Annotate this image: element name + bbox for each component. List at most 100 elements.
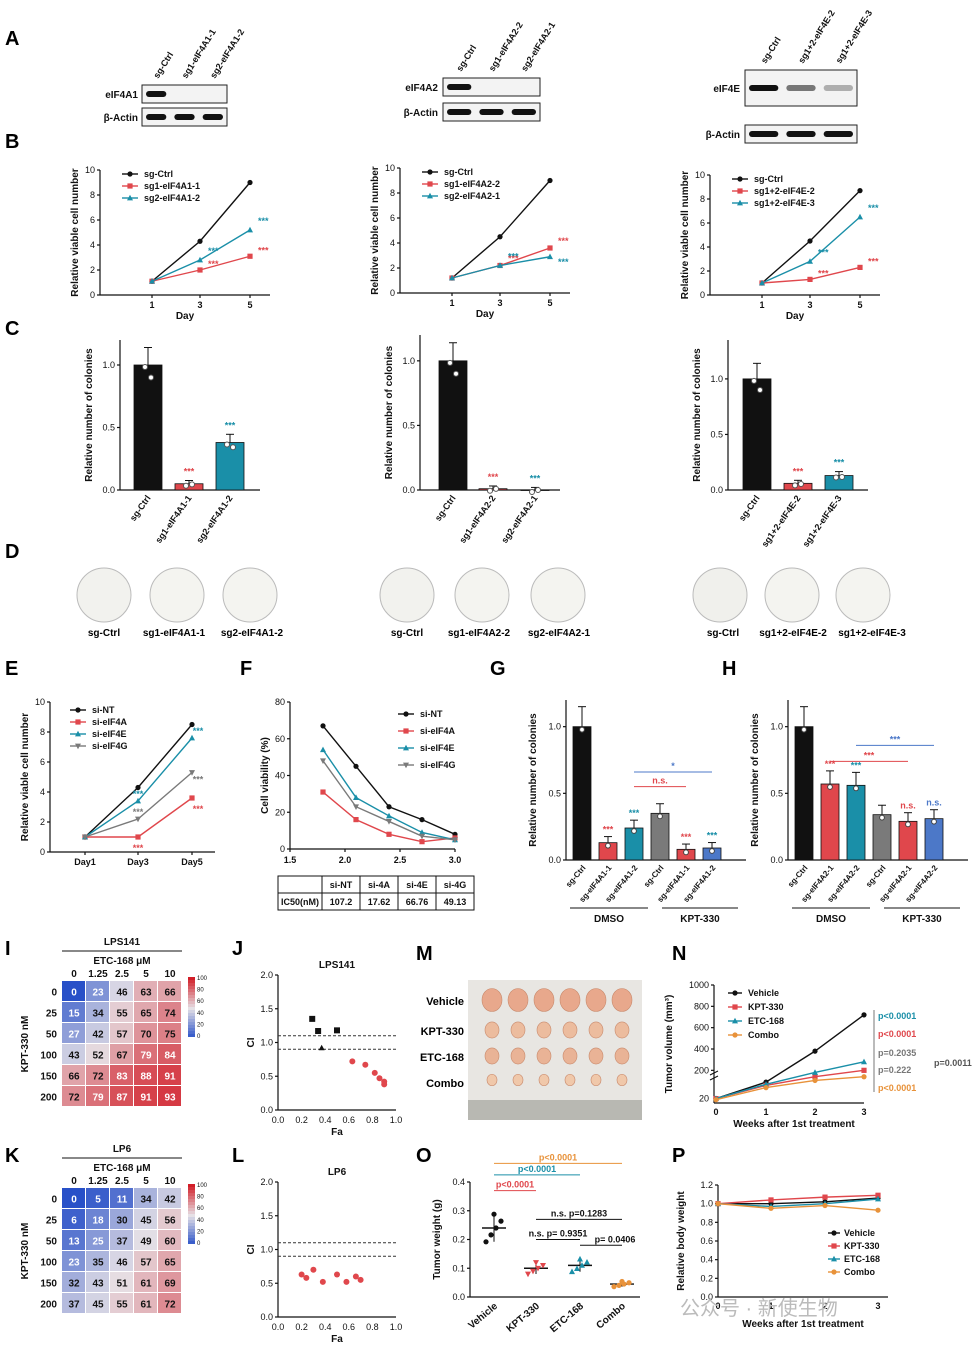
data-point (371, 1069, 378, 1076)
data-point (768, 1205, 774, 1211)
axis-break (709, 1070, 719, 1081)
y-axis-label: KPT-330 nM (20, 1016, 31, 1073)
replicate-point (905, 821, 911, 828)
bar (820, 783, 840, 861)
data-point (857, 213, 863, 220)
dish-label: sg1-eIF4A2-2 (448, 628, 511, 639)
heatmap-title: LPS141 (104, 937, 141, 948)
y-tick-label: 0.5 (548, 788, 561, 798)
table-header: si-4E (406, 880, 428, 890)
data-point (189, 721, 195, 728)
data-point (812, 1048, 818, 1054)
panel-label-e: E (5, 658, 18, 680)
data-point (197, 238, 203, 244)
legend-marker (427, 192, 433, 199)
tumor-specimen (481, 988, 503, 1012)
x-tick-label: 5 (547, 298, 552, 308)
legend-label: KPT-330 (844, 1241, 880, 1251)
data-point (498, 1218, 504, 1224)
x-tick-label: KPT-330 (505, 1301, 543, 1335)
legend-label: sg1-eIF4A2-2 (444, 179, 500, 189)
x-tick-label: 2.5 (394, 855, 407, 865)
x-tick-label: sg-Ctrl (128, 493, 153, 522)
legend-marker (831, 1269, 837, 1275)
data-point (197, 267, 203, 273)
heatmap-value: 84 (164, 1051, 176, 1062)
blot-row-label: eIF4A1 (105, 90, 138, 101)
data-point (320, 746, 326, 753)
blot-band (146, 91, 167, 97)
colorbar-segment (188, 1025, 195, 1028)
legend-label: sg-Ctrl (754, 174, 783, 184)
comparison-label: p<0.0001 (518, 1164, 556, 1174)
x-axis-label: Day (786, 311, 805, 322)
y-tick-label: 100 (40, 1258, 57, 1269)
replicate-point (535, 487, 541, 493)
legend-marker (75, 719, 81, 725)
tumor-specimen (614, 1021, 630, 1039)
bar (133, 364, 163, 491)
data-point (362, 1061, 369, 1068)
x-tick-label: 0.4 (319, 1322, 332, 1332)
heatmap-value: 25 (92, 1237, 104, 1248)
blot-row-label: β-Actin (706, 130, 740, 141)
heatmap-cell (110, 1230, 133, 1250)
heatmap-value: 11 (117, 1195, 128, 1206)
colorbar-tick: 60 (197, 999, 204, 1005)
heatmap-value: 79 (92, 1093, 104, 1104)
data-point (812, 1069, 818, 1075)
series-line (717, 1202, 879, 1211)
panel-label-n: N (672, 943, 686, 965)
blot-strip (442, 77, 541, 97)
y-tick-label: 8 (700, 194, 705, 204)
panel-label-h: H (722, 658, 736, 680)
series-line (151, 229, 251, 282)
x-tick-label: 10 (164, 1176, 176, 1187)
legend-marker (831, 1230, 837, 1236)
data-point (149, 278, 155, 284)
series-line (715, 1014, 865, 1100)
x-tick-label: sg-Ctrl (864, 864, 887, 890)
table-cell: 66.76 (406, 897, 429, 907)
colorbar-segment (188, 1235, 195, 1238)
table-header: si-NT (330, 880, 353, 890)
heatmap-cell (62, 1065, 85, 1085)
x-tick-label: 0.6 (343, 1115, 356, 1125)
heatmap-cell (110, 1251, 133, 1271)
data-point (386, 804, 392, 810)
y-tick-label: 200 (694, 1065, 709, 1075)
significance-mark: *** (818, 247, 829, 257)
x-tick-label: sg2-eIF4A2-1 (499, 493, 539, 545)
blot-band (174, 114, 195, 120)
data-point (320, 723, 326, 729)
y-tick-label: 0.0 (452, 1292, 465, 1302)
data-point (349, 1058, 356, 1065)
data-point (763, 1081, 769, 1087)
colorbar-segment (188, 1220, 195, 1223)
data-point (616, 1282, 622, 1288)
replicate-point (148, 374, 154, 381)
heatmap-value: 55 (116, 1009, 128, 1020)
colorbar-tick: 80 (197, 988, 204, 994)
colorbar-tick: 0 (197, 1034, 201, 1040)
significance-mark: *** (681, 832, 692, 842)
y-tick-label: 0.5 (710, 429, 723, 439)
data-point (189, 770, 195, 776)
data-point (357, 1276, 364, 1283)
tumor-specimen (486, 1073, 498, 1087)
replicate-point (224, 441, 230, 448)
blot-row-label: β-Actin (404, 108, 438, 119)
bar (846, 784, 866, 861)
colorbar-tick: 20 (197, 1022, 204, 1028)
colorbar-segment (188, 1226, 195, 1229)
y-axis-label: Relative viable cell number (370, 166, 381, 294)
heatmap-cell (134, 1188, 157, 1208)
data-point (807, 258, 813, 264)
colorbar-segment (188, 1205, 195, 1208)
x-axis-label: Weeks after 1st treatment (733, 1119, 855, 1130)
heatmap-cell (158, 1293, 181, 1313)
y-tick-label: 4 (700, 242, 705, 252)
series-line (715, 1076, 865, 1101)
colorbar-segment (188, 1223, 195, 1226)
data-point (857, 264, 863, 270)
